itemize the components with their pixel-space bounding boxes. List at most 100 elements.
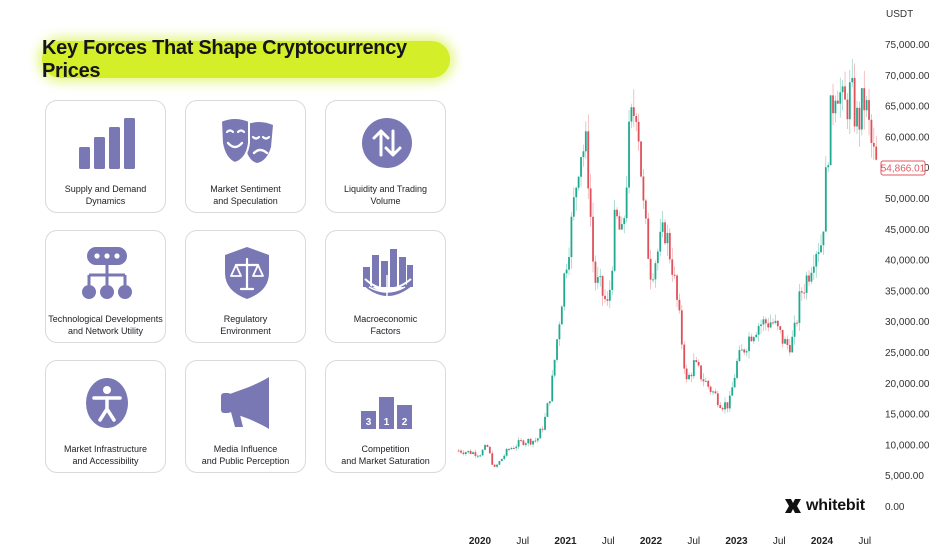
y-tick-label: 15,000.00 bbox=[885, 410, 930, 421]
x-tick-label: 2021 bbox=[554, 536, 577, 547]
candle-body bbox=[508, 448, 510, 450]
candle-body bbox=[760, 324, 762, 327]
candle-body bbox=[848, 82, 851, 120]
candle-body bbox=[596, 277, 599, 283]
candle-body bbox=[865, 100, 868, 111]
x-tick-label: 2020 bbox=[469, 536, 492, 547]
candle-body bbox=[640, 141, 642, 177]
candle-body bbox=[580, 157, 582, 177]
y-tick-label: 10,000.00 bbox=[885, 440, 930, 451]
candle-body bbox=[724, 402, 726, 410]
candle-body bbox=[570, 216, 573, 257]
candle-body bbox=[726, 402, 729, 409]
card-technology: Technological Developments and Network Ut… bbox=[45, 230, 166, 343]
card-competition: 3 1 2 Competition and Market Saturation bbox=[325, 360, 446, 473]
y-tick-label: 30,000.00 bbox=[885, 317, 930, 328]
candle-body bbox=[796, 322, 798, 324]
candle-body bbox=[755, 334, 758, 338]
candle-body bbox=[824, 167, 827, 232]
x-axis: 2020 Jul 2021 Jul 2022 Jul 2023 Jul 2024 Jul bbox=[469, 536, 871, 547]
candle-body bbox=[474, 452, 477, 456]
candle-body bbox=[776, 320, 779, 327]
candle-body bbox=[810, 272, 813, 282]
candle-body bbox=[784, 339, 786, 344]
candle-body bbox=[632, 107, 635, 117]
candle-body bbox=[757, 326, 760, 335]
candle-body bbox=[834, 100, 837, 114]
podium-number: 1 bbox=[384, 417, 390, 428]
candle-body bbox=[486, 445, 489, 447]
candle-body bbox=[740, 349, 743, 351]
candle-body bbox=[692, 360, 695, 377]
candle-body bbox=[654, 263, 657, 280]
candle-body bbox=[716, 393, 719, 406]
candle-body bbox=[731, 387, 734, 396]
candle-body bbox=[798, 291, 801, 323]
candle-body bbox=[469, 450, 472, 454]
candle-body bbox=[664, 222, 666, 244]
card-liquidity: Liquidity and Trading Volume bbox=[325, 100, 446, 213]
candle-body bbox=[616, 209, 618, 217]
candle-body bbox=[462, 452, 465, 455]
candle-body bbox=[683, 344, 686, 369]
candle-body bbox=[805, 275, 808, 293]
candle-body bbox=[709, 386, 712, 392]
x-tick-label: Jul bbox=[687, 536, 700, 547]
candle-body bbox=[748, 336, 750, 352]
network-nodes-icon bbox=[82, 247, 132, 299]
candle-body bbox=[803, 292, 806, 294]
candle-body bbox=[556, 339, 558, 360]
candle-body bbox=[563, 273, 566, 307]
candle-body bbox=[589, 188, 592, 217]
candle-body bbox=[544, 416, 546, 430]
candle-body bbox=[647, 218, 650, 259]
candle-body bbox=[671, 259, 674, 275]
candle-body bbox=[719, 405, 722, 408]
up-down-arrows-icon bbox=[362, 118, 412, 168]
x-tick-label: 2022 bbox=[640, 536, 663, 547]
candle-body bbox=[800, 291, 803, 293]
card-regulatory: Regulatory Environment bbox=[185, 230, 306, 343]
whitebit-logo-icon bbox=[785, 499, 801, 513]
candle-body bbox=[829, 95, 832, 166]
whitebit-logo: whitebit bbox=[784, 495, 865, 517]
theater-masks-icon bbox=[219, 117, 273, 165]
y-tick-label: 50,000.00 bbox=[885, 194, 930, 205]
x-tick-label: Jul bbox=[516, 536, 529, 547]
candle-body bbox=[601, 276, 604, 296]
candle-body bbox=[635, 116, 638, 122]
card-label: Market Infrastructure and Accessibility bbox=[63, 444, 148, 466]
x-tick-label: Jul bbox=[773, 536, 786, 547]
candle-body bbox=[661, 222, 664, 232]
candle-body bbox=[733, 377, 736, 388]
candle-body bbox=[608, 289, 611, 301]
candle-body bbox=[491, 453, 494, 465]
candle-body bbox=[512, 448, 515, 450]
candle-body bbox=[620, 224, 623, 230]
candle-body bbox=[587, 131, 590, 189]
candle-body bbox=[623, 218, 626, 225]
last-price-marker: 54,866.01 bbox=[880, 160, 926, 176]
candle-body bbox=[856, 107, 858, 127]
candle-body bbox=[673, 274, 676, 276]
x-tick-label: 2024 bbox=[811, 536, 834, 547]
y-axis: 75,000.0070,000.0065,000.0060,000.0055,0… bbox=[885, 40, 930, 513]
candle-body bbox=[736, 360, 738, 378]
card-market-sentiment: Market Sentiment and Speculation bbox=[185, 100, 306, 213]
candle-body bbox=[532, 440, 534, 445]
candle-body bbox=[642, 176, 645, 201]
card-label: Market Sentiment and Speculation bbox=[210, 184, 281, 206]
candle-body bbox=[510, 448, 513, 450]
candle-body bbox=[539, 428, 542, 439]
x-tick-label: Jul bbox=[858, 536, 871, 547]
candle-body bbox=[707, 380, 710, 387]
candle-body bbox=[764, 319, 767, 324]
candle-body bbox=[700, 365, 702, 380]
candle-body bbox=[750, 336, 753, 342]
candle-body bbox=[630, 107, 633, 122]
candle-body bbox=[841, 86, 844, 93]
card-label: Supply and Demand Dynamics bbox=[64, 184, 147, 206]
title-banner: Key Forces That Shape Cryptocurrency Pri… bbox=[42, 37, 450, 82]
card-label: Competition and Market Saturation bbox=[341, 444, 430, 466]
